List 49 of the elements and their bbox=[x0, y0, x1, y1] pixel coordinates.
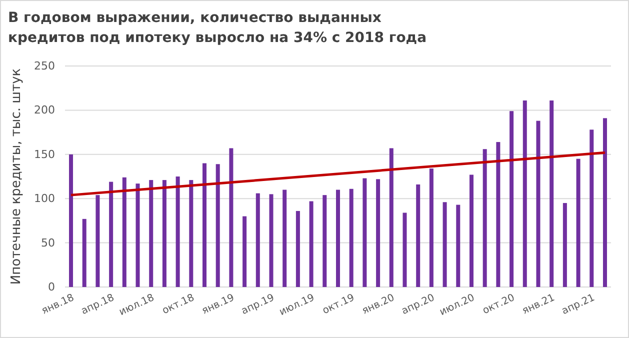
bar bbox=[136, 184, 140, 287]
bar bbox=[416, 184, 420, 287]
bar bbox=[149, 180, 154, 287]
bar bbox=[376, 179, 380, 287]
bar bbox=[282, 190, 287, 287]
bar bbox=[229, 148, 234, 287]
bar bbox=[122, 177, 126, 287]
bar bbox=[82, 218, 86, 287]
bar bbox=[590, 130, 594, 287]
bar bbox=[349, 188, 354, 287]
bar bbox=[176, 176, 180, 287]
bar bbox=[602, 118, 607, 287]
bar bbox=[202, 163, 207, 287]
bar bbox=[562, 203, 567, 287]
bar bbox=[216, 164, 220, 287]
bar bbox=[269, 194, 274, 287]
bar bbox=[336, 190, 340, 287]
y-tick-label: 250 bbox=[34, 60, 55, 73]
y-tick-label: 200 bbox=[34, 104, 55, 117]
bar bbox=[496, 142, 500, 287]
bar bbox=[362, 178, 367, 287]
y-tick-label: 50 bbox=[41, 236, 55, 250]
bar bbox=[162, 180, 166, 287]
bar bbox=[576, 158, 580, 287]
bar bbox=[429, 168, 434, 287]
y-tick-label: 100 bbox=[34, 192, 55, 206]
bar bbox=[69, 154, 74, 287]
bar bbox=[456, 204, 460, 287]
bar bbox=[442, 202, 447, 287]
bar bbox=[522, 100, 527, 287]
bar bbox=[256, 193, 260, 287]
y-tick-label: 0 bbox=[48, 280, 55, 294]
y-tick-label: 150 bbox=[34, 148, 55, 161]
bar bbox=[469, 174, 474, 287]
bar bbox=[510, 111, 514, 287]
bar bbox=[536, 120, 540, 287]
bar bbox=[402, 212, 407, 287]
bar bbox=[550, 100, 554, 287]
bar bbox=[296, 210, 300, 287]
bar bbox=[482, 149, 487, 287]
bar bbox=[96, 195, 100, 287]
bar bbox=[322, 195, 327, 287]
bar bbox=[389, 148, 394, 287]
bar bbox=[189, 180, 194, 287]
bar bbox=[109, 182, 114, 287]
bar bbox=[242, 216, 247, 287]
bar bbox=[309, 201, 314, 287]
chart-title: В годовом выражении, количество выданных кредитов под ипотеку выросло на 34% с 2018 года bbox=[8, 10, 427, 46]
y-axis-title: Ипотечные кредиты, тыс. штук bbox=[9, 68, 24, 285]
